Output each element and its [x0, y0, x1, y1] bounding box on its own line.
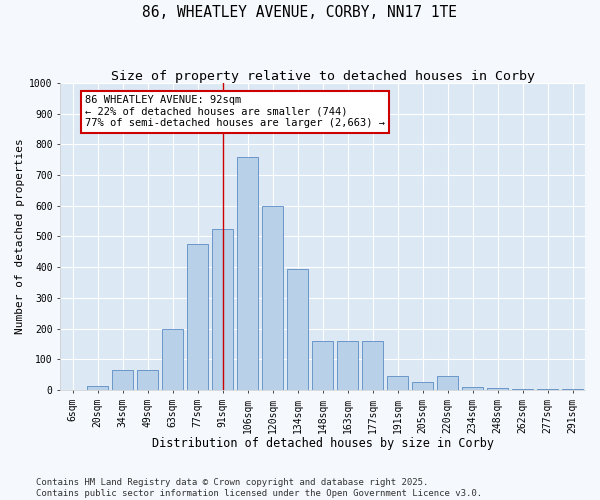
Bar [387, 376, 408, 390]
Bar [462, 388, 483, 390]
Bar [162, 328, 184, 390]
Bar [112, 370, 133, 390]
Text: 86 WHEATLEY AVENUE: 92sqm
← 22% of detached houses are smaller (744)
77% of semi: 86 WHEATLEY AVENUE: 92sqm ← 22% of detac… [85, 96, 385, 128]
Bar [287, 268, 308, 390]
Text: 86, WHEATLEY AVENUE, CORBY, NN17 1TE: 86, WHEATLEY AVENUE, CORBY, NN17 1TE [143, 5, 458, 20]
Title: Size of property relative to detached houses in Corby: Size of property relative to detached ho… [110, 70, 535, 83]
Bar [487, 388, 508, 390]
Bar [512, 389, 533, 390]
Bar [212, 229, 233, 390]
Bar [362, 341, 383, 390]
Bar [312, 341, 333, 390]
Bar [412, 382, 433, 390]
Y-axis label: Number of detached properties: Number of detached properties [15, 138, 25, 334]
Bar [562, 389, 583, 390]
Bar [187, 244, 208, 390]
Bar [87, 386, 109, 390]
Bar [237, 156, 259, 390]
Text: Contains HM Land Registry data © Crown copyright and database right 2025.
Contai: Contains HM Land Registry data © Crown c… [36, 478, 482, 498]
Bar [537, 389, 558, 390]
Bar [337, 341, 358, 390]
Bar [137, 370, 158, 390]
X-axis label: Distribution of detached houses by size in Corby: Distribution of detached houses by size … [152, 437, 494, 450]
Bar [262, 206, 283, 390]
Bar [437, 376, 458, 390]
